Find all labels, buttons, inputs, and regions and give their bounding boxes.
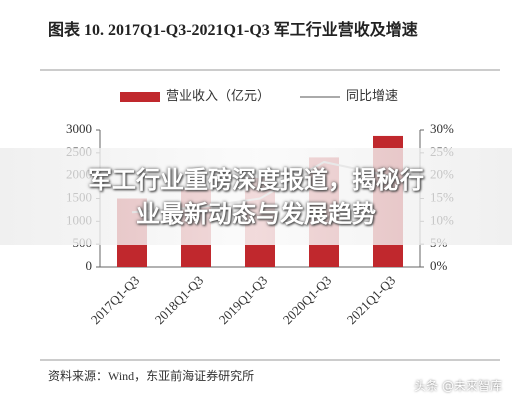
y-tick-label: 0	[86, 258, 93, 273]
legend-label: 同比增速	[346, 88, 398, 103]
x-tick-label: 2020Q1-Q3	[280, 273, 335, 328]
x-tick-label: 2017Q1-Q3	[88, 273, 143, 328]
y-tick-label: 3000	[66, 121, 92, 136]
y2-tick-label: 0%	[430, 258, 448, 273]
x-tick-label: 2019Q1-Q3	[216, 273, 271, 328]
y2-tick-label: 30%	[430, 121, 454, 136]
watermark: 头条 @未来智库	[414, 379, 502, 393]
source: 资料来源：Wind，东亚前海证券研究所	[48, 368, 254, 383]
chart-title: 图表 10. 2017Q1-Q3-2021Q1-Q3 军工行业营收及增速	[48, 22, 418, 39]
x-tick-label: 2018Q1-Q3	[152, 273, 207, 328]
legend-swatch	[120, 92, 160, 102]
banner-text: 军工行业重磅深度报道，揭秘行业最新动态与发展趋势	[88, 165, 424, 228]
banner: 军工行业重磅深度报道，揭秘行业最新动态与发展趋势	[0, 148, 512, 245]
x-tick-label: 2021Q1-Q3	[344, 273, 399, 328]
legend-label: 营业收入（亿元）	[166, 88, 270, 103]
